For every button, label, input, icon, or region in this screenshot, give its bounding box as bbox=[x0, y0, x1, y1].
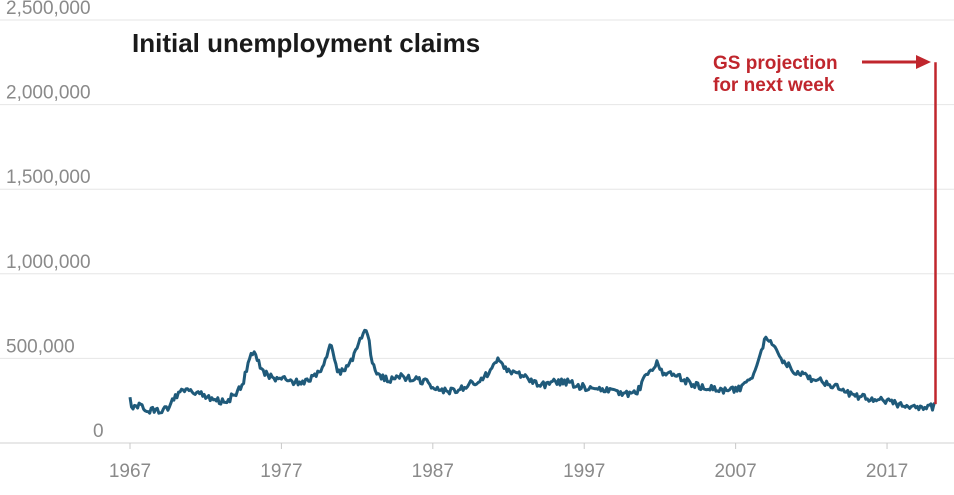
x-tick-label: 1977 bbox=[260, 461, 302, 482]
y-tick-label: 500,000 bbox=[6, 336, 75, 357]
y-tick-label: 2,500,000 bbox=[6, 0, 91, 19]
series-line-claims bbox=[128, 328, 936, 415]
y-tick-label: 1,500,000 bbox=[6, 167, 91, 188]
x-axis: 1967 1977 1987 1997 2007 2017 bbox=[109, 443, 908, 482]
x-tick-label: 2007 bbox=[714, 461, 756, 482]
y-axis: 0 500,000 1,000,000 1,500,000 2,000,000 2,500… bbox=[6, 0, 104, 442]
annotation-arrow-head bbox=[916, 55, 931, 69]
y-tick-label: 1,000,000 bbox=[6, 252, 91, 273]
x-tick-label: 1987 bbox=[412, 461, 454, 482]
y-tick-label: 0 bbox=[93, 421, 104, 442]
chart-title: Initial unemployment claims bbox=[132, 28, 480, 58]
annotation-line-2: for next week bbox=[713, 75, 835, 96]
x-tick-label: 1997 bbox=[563, 461, 605, 482]
x-tick-label: 2017 bbox=[866, 461, 908, 482]
grid-lines bbox=[0, 19, 954, 444]
x-tick-label: 1967 bbox=[109, 461, 151, 482]
annotation-line-1: GS projection bbox=[713, 53, 838, 74]
annotation: GS projection for next week bbox=[713, 53, 931, 96]
series-layer bbox=[128, 62, 937, 415]
y-tick-label: 2,000,000 bbox=[6, 83, 91, 104]
